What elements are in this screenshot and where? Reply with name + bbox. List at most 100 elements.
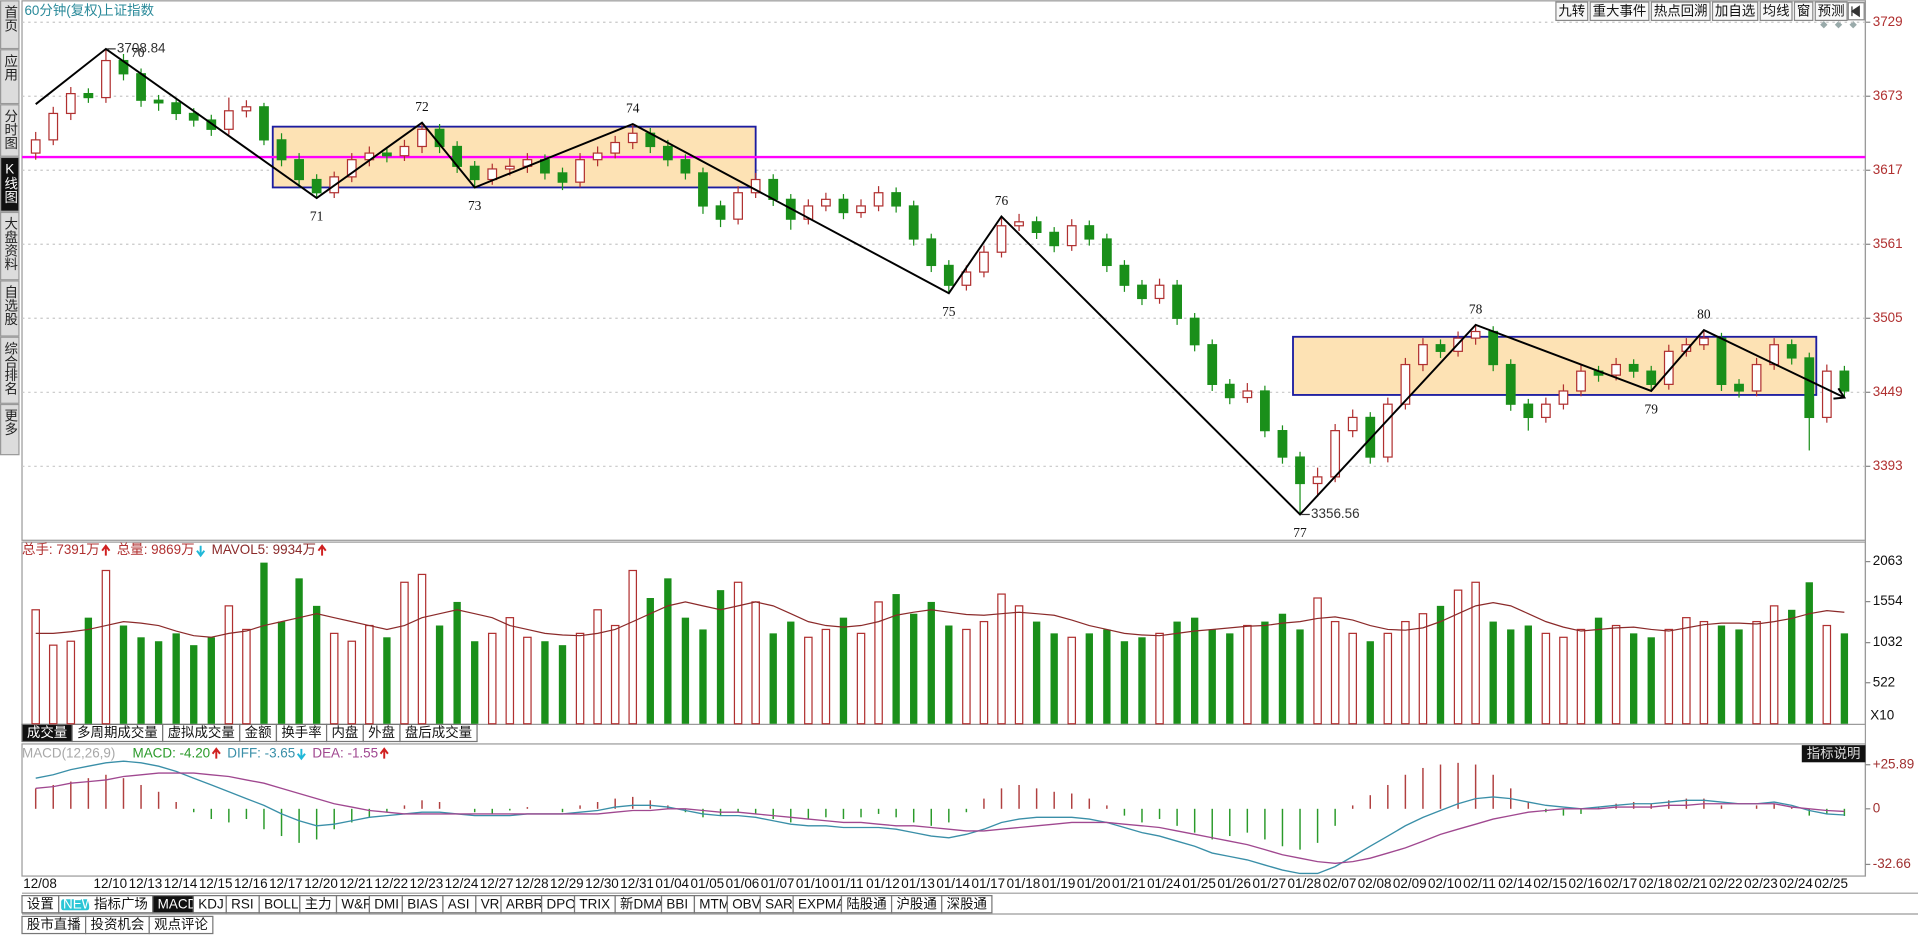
candle-body	[223, 110, 234, 130]
indicator-help-button[interactable]	[1801, 745, 1866, 763]
volume-bar	[1717, 625, 1726, 724]
x-tick-label: 12/31	[620, 876, 654, 891]
wave-label: 76	[995, 193, 1009, 208]
x-tick-label: 12/14	[164, 876, 198, 891]
trend-arrow	[296, 748, 306, 761]
volume-bar	[487, 632, 497, 725]
volume-bar	[312, 605, 321, 724]
volume-bar	[1401, 620, 1410, 725]
toolbar-button[interactable]	[1793, 1, 1814, 22]
candle-body	[1295, 456, 1305, 485]
header-item: MAVOL5: 9934万	[212, 542, 316, 557]
toolbar-button[interactable]	[1759, 1, 1793, 22]
toolbar-button[interactable]	[1589, 1, 1650, 22]
volume-bar	[347, 640, 357, 725]
sidebar-tab[interactable]	[0, 156, 20, 212]
y-tick-label: 0	[1873, 800, 1880, 815]
sidebar-tab[interactable]	[0, 403, 20, 456]
tab-label: 换手率	[281, 724, 321, 740]
toolbar-button[interactable]	[1711, 1, 1759, 22]
candle-body	[1066, 225, 1077, 247]
wave-label: 80	[1697, 307, 1711, 322]
toolbar-label: 热点回溯	[1654, 3, 1708, 18]
volume-bar	[260, 562, 268, 724]
x-tick-label: 01/17	[971, 876, 1005, 891]
chart-subtitle: 上证指数	[100, 3, 154, 18]
volume-bar	[435, 625, 444, 724]
sidebar-label: K线图	[2, 162, 18, 204]
candle-body	[136, 73, 146, 101]
candle-body	[30, 139, 41, 154]
candle-body	[1786, 344, 1797, 359]
candle-body	[803, 205, 814, 220]
sidebar-tab[interactable]	[0, 0, 20, 50]
candle-body	[1014, 221, 1024, 227]
wave-label: 73	[468, 198, 482, 213]
candle-body	[1347, 416, 1358, 432]
volume-bar	[154, 641, 163, 724]
volume-bar	[1699, 620, 1709, 725]
volume-bar	[1050, 633, 1058, 724]
sidebar-tab[interactable]	[0, 211, 20, 281]
x-tick-label: 12/08	[23, 876, 57, 891]
sidebar-tab[interactable]	[0, 104, 20, 157]
tab[interactable]	[941, 895, 993, 914]
candle-body	[627, 132, 638, 144]
candle-body	[1207, 344, 1218, 385]
wave-label: 71	[310, 209, 323, 224]
volume-bar	[874, 601, 883, 725]
tab-label: BOLL	[264, 896, 299, 911]
candle-body	[1751, 363, 1762, 392]
volume-bar	[1752, 620, 1761, 725]
y-tick-label: 1032	[1873, 634, 1903, 649]
candle-body	[487, 168, 498, 181]
tab[interactable]	[148, 915, 214, 935]
volume-bar	[1330, 620, 1340, 725]
volume-bar	[892, 594, 900, 724]
sidebar-label: 更多	[2, 409, 18, 436]
volume-bar	[1559, 636, 1568, 725]
candle-body	[1312, 476, 1323, 485]
toolbar-button[interactable]	[1555, 1, 1589, 22]
volume-bar	[523, 636, 532, 725]
x-tick-label: 01/24	[1147, 876, 1181, 891]
volume-bar	[329, 632, 339, 725]
consolidation-box	[1292, 335, 1818, 396]
header-item: DIFF: -3.65	[227, 745, 295, 760]
sidebar-tab[interactable]	[0, 336, 20, 404]
header-item: 总量: 9869万	[117, 542, 195, 557]
candle-body	[399, 145, 410, 157]
sidebar-tab[interactable]	[0, 49, 20, 105]
volume-bar	[1243, 624, 1252, 725]
x-tick-label: 01/26	[1217, 876, 1251, 891]
x-tick-label: 02/25	[1814, 876, 1848, 891]
y-tick-label: -32.66	[1873, 856, 1911, 871]
volume-bar	[1348, 632, 1357, 725]
x-tick-label: 01/13	[901, 876, 935, 891]
candle-body	[1576, 370, 1586, 392]
x-tick-label: 02/08	[1358, 876, 1392, 891]
x-tick-label: 12/28	[515, 876, 549, 891]
volume-bar	[1664, 628, 1674, 725]
tab-label: BIAS	[407, 896, 438, 911]
x-tick-label: 02/17	[1604, 876, 1638, 891]
candle-body	[926, 238, 937, 267]
tab-label: 多周期成交量	[77, 724, 158, 740]
volume-bar	[1489, 621, 1497, 724]
tab-label: 虚拟成交量	[168, 724, 235, 740]
candle-body	[557, 172, 568, 183]
x-tick-label: 01/27	[1252, 876, 1286, 891]
volume-bar	[856, 632, 866, 725]
candle-body	[733, 192, 743, 220]
toolbar-button[interactable]	[1650, 1, 1711, 22]
volume-bar	[1261, 621, 1269, 724]
volume-bar	[962, 628, 971, 725]
toolbar-button[interactable]	[1814, 1, 1848, 22]
sidebar-tab[interactable]	[0, 280, 20, 337]
x-tick-label: 01/10	[796, 876, 830, 891]
tab-label: BBI	[666, 896, 688, 911]
x-tick-label: 12/27	[480, 876, 514, 891]
tab[interactable]	[399, 723, 478, 743]
candle-body	[662, 145, 673, 161]
y-tick-label: 3505	[1873, 310, 1903, 325]
